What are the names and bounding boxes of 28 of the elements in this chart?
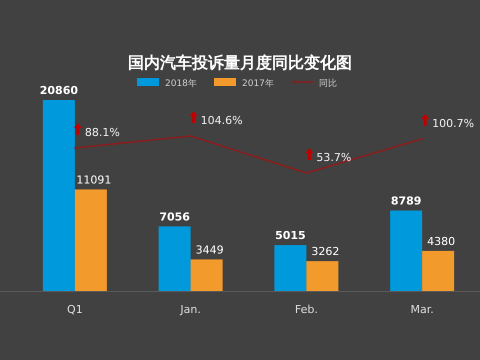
data-label: 4380 [427,234,456,248]
legend-label: 同比 [319,78,337,89]
data-label: 5015 [275,229,306,242]
bar [274,245,306,291]
bar [190,259,223,291]
data-label: 104.6% [200,114,243,127]
data-label: 53.7% [316,151,352,164]
x-tick-label: Feb. [294,303,318,316]
bar [74,189,107,291]
x-tick-label: Jan. [179,303,201,316]
data-label: 100.7% [432,116,474,130]
legend-label: 2017年 [242,78,274,89]
data-label: 8789 [390,194,422,208]
data-label: 20860 [40,84,78,97]
chart-title: 国内汽车投诉量月度同比变化图 [128,53,352,72]
data-label: 11091 [76,173,112,186]
data-label: 3262 [311,245,340,258]
legend-label: 2018年 [165,78,197,89]
bar [158,226,191,291]
data-label: 7056 [159,210,190,224]
bar [306,261,338,291]
x-tick-label: Q1 [67,303,83,316]
data-label: 3449 [196,243,224,256]
data-label: 88.1% [84,126,120,139]
bar [390,210,422,291]
bar [422,250,454,291]
bar [42,100,75,291]
x-tick-label: Mar. [410,303,434,316]
